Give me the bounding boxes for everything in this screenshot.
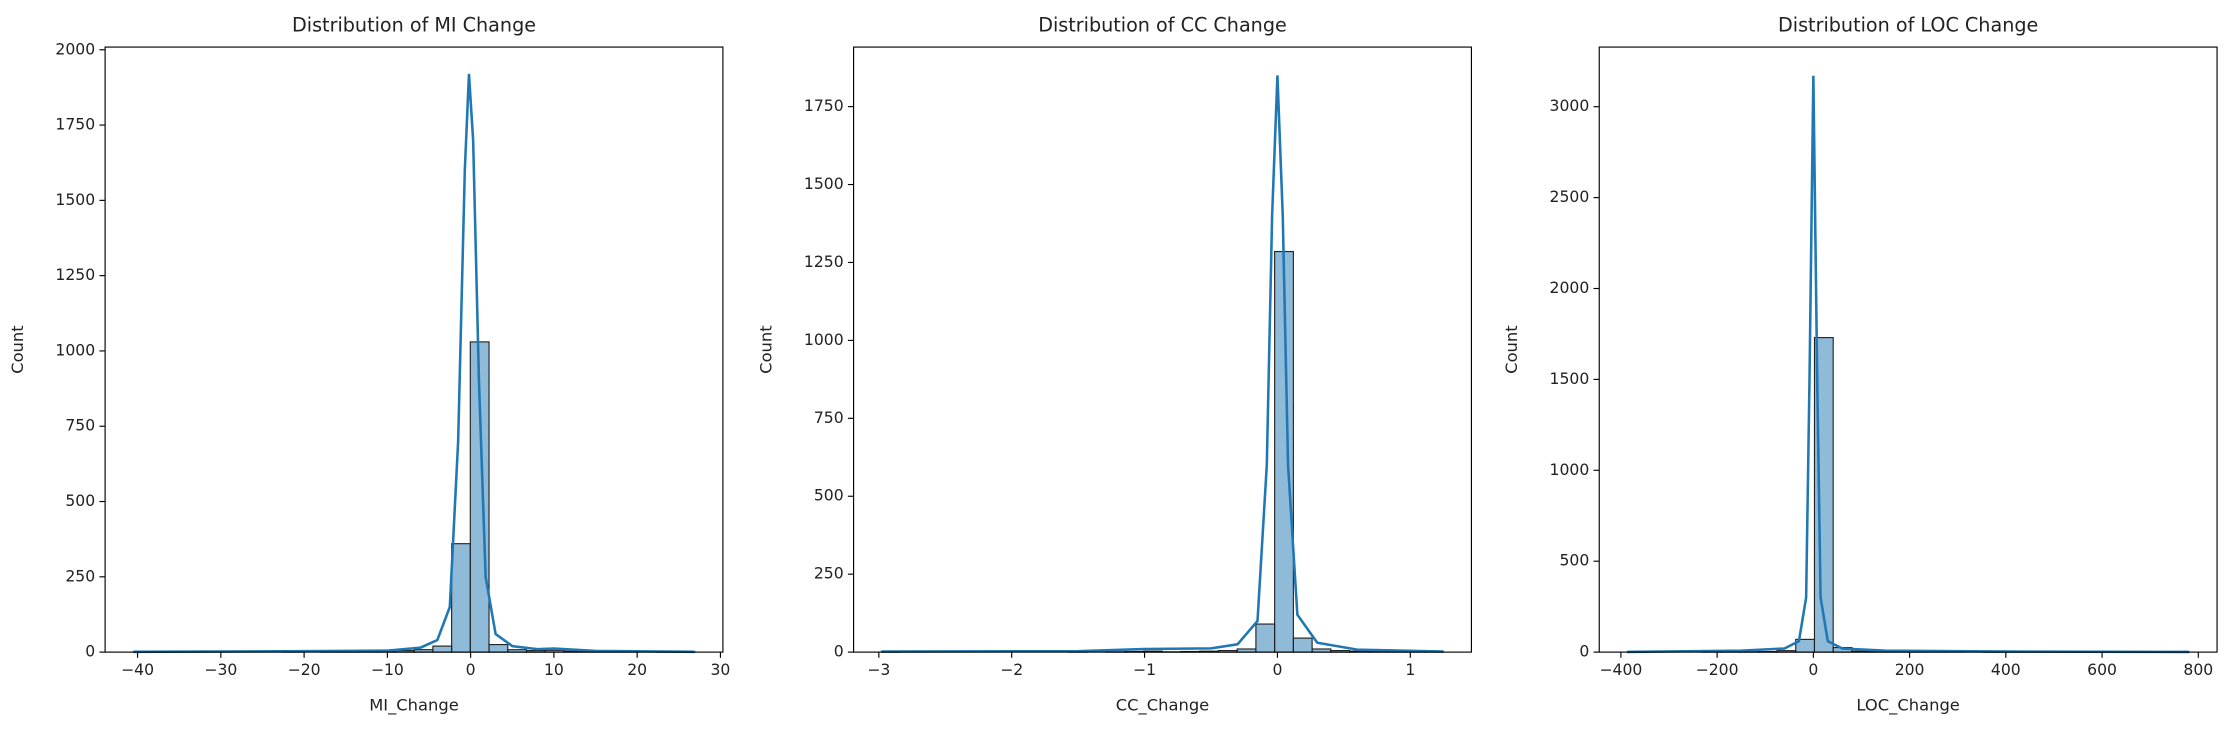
x-tick-label: 20 [627, 661, 647, 679]
y-tick-label: 750 [65, 417, 95, 435]
x-tick-label: 0 [1808, 661, 1818, 679]
x-tick-label: −200 [1696, 661, 1739, 679]
chart-title: Distribution of MI Change [292, 13, 536, 36]
y-tick-label: 1250 [55, 266, 95, 284]
x-axis-label: CC_Change [1116, 696, 1209, 716]
y-tick-label: 250 [814, 565, 844, 583]
y-axis-label: Count [1502, 325, 1521, 374]
x-tick-label: −400 [1599, 661, 1642, 679]
bar [488, 644, 509, 653]
y-tick-label: 3000 [1550, 97, 1590, 115]
x-tick-label: −3 [867, 661, 890, 679]
axes-frame [1598, 46, 2218, 653]
bar [1255, 623, 1276, 653]
y-tick-label: 1500 [1550, 370, 1590, 388]
bar [451, 543, 471, 653]
y-axis-label: Count [8, 325, 27, 374]
y-tick-label: 1000 [804, 331, 844, 349]
kde-line [881, 75, 1444, 653]
x-tick-label: 0 [466, 661, 476, 679]
x-tick-label: 10 [544, 661, 564, 679]
y-tick-label: 0 [834, 643, 844, 661]
y-axis-label: Count [756, 325, 775, 374]
x-tick-label: −40 [121, 661, 154, 679]
y-tick-label: 1000 [55, 341, 95, 359]
x-tick-label: −20 [288, 661, 321, 679]
y-tick-label: 1500 [804, 175, 844, 193]
y-tick-label: 750 [814, 409, 844, 427]
x-tick-label: 800 [2183, 661, 2213, 679]
x-tick-label: 30 [710, 661, 730, 679]
y-tick-label: 2000 [1550, 279, 1590, 297]
kde-line [1627, 75, 2190, 654]
y-tick-label: 1250 [804, 253, 844, 271]
y-tick-label: 500 [814, 487, 844, 505]
y-tick-label: 500 [65, 492, 95, 510]
x-axis-label: LOC_Change [1856, 696, 1959, 716]
x-tick-label: −2 [1000, 661, 1023, 679]
x-axis-label: MI_Change [369, 696, 459, 716]
x-tick-label: 0 [1272, 661, 1282, 679]
y-tick-label: 250 [65, 567, 95, 585]
x-tick-label: 1 [1405, 661, 1415, 679]
y-tick-label: 1000 [1550, 461, 1590, 479]
y-tick-label: 2500 [1550, 188, 1590, 206]
y-tick-label: 1500 [55, 191, 95, 209]
axes-frame [104, 46, 724, 653]
y-tick-label: 1750 [804, 97, 844, 115]
y-tick-label: 0 [85, 643, 95, 661]
y-tick-label: 500 [1559, 552, 1589, 570]
x-tick-label: −1 [1133, 661, 1156, 679]
x-tick-label: −10 [371, 661, 404, 679]
y-tick-label: 0 [1579, 643, 1589, 661]
x-tick-label: 400 [1991, 661, 2021, 679]
x-tick-label: −30 [204, 661, 237, 679]
chart-title: Distribution of CC Change [1038, 13, 1287, 36]
x-tick-label: 200 [1895, 661, 1925, 679]
y-tick-label: 1750 [55, 116, 95, 134]
axes-frame [853, 46, 1472, 653]
kde-line [133, 73, 695, 654]
bar [1292, 637, 1313, 653]
y-tick-label: 2000 [55, 40, 95, 58]
chart-title: Distribution of LOC Change [1778, 13, 2038, 36]
x-tick-label: 600 [2087, 661, 2117, 679]
bar [432, 645, 453, 653]
